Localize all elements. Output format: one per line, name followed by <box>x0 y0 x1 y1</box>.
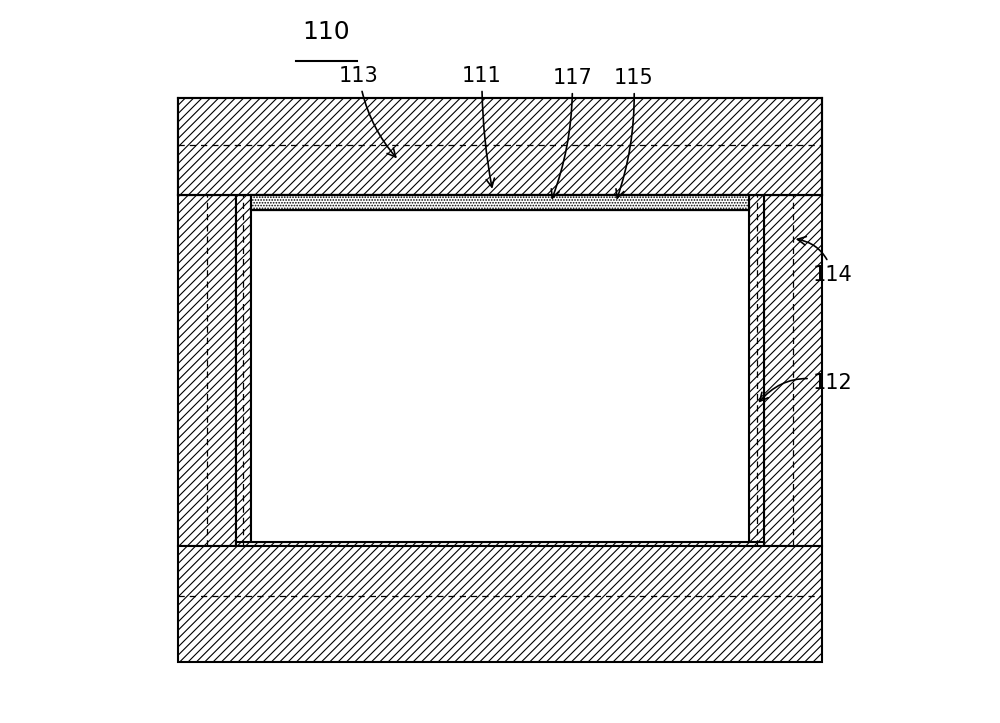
Text: 114: 114 <box>797 236 852 285</box>
Text: 112: 112 <box>760 373 852 401</box>
Bar <box>236 542 764 546</box>
Bar <box>178 546 822 662</box>
Text: 115: 115 <box>614 68 654 198</box>
Bar <box>764 195 822 546</box>
Text: 111: 111 <box>462 66 502 187</box>
Text: 113: 113 <box>339 66 396 157</box>
Bar <box>178 195 236 546</box>
Bar <box>236 195 251 546</box>
Text: 110: 110 <box>303 20 350 44</box>
Text: 117: 117 <box>551 68 592 198</box>
Bar <box>251 210 749 542</box>
Bar <box>251 195 749 210</box>
Bar <box>178 98 822 195</box>
Bar <box>749 195 764 546</box>
